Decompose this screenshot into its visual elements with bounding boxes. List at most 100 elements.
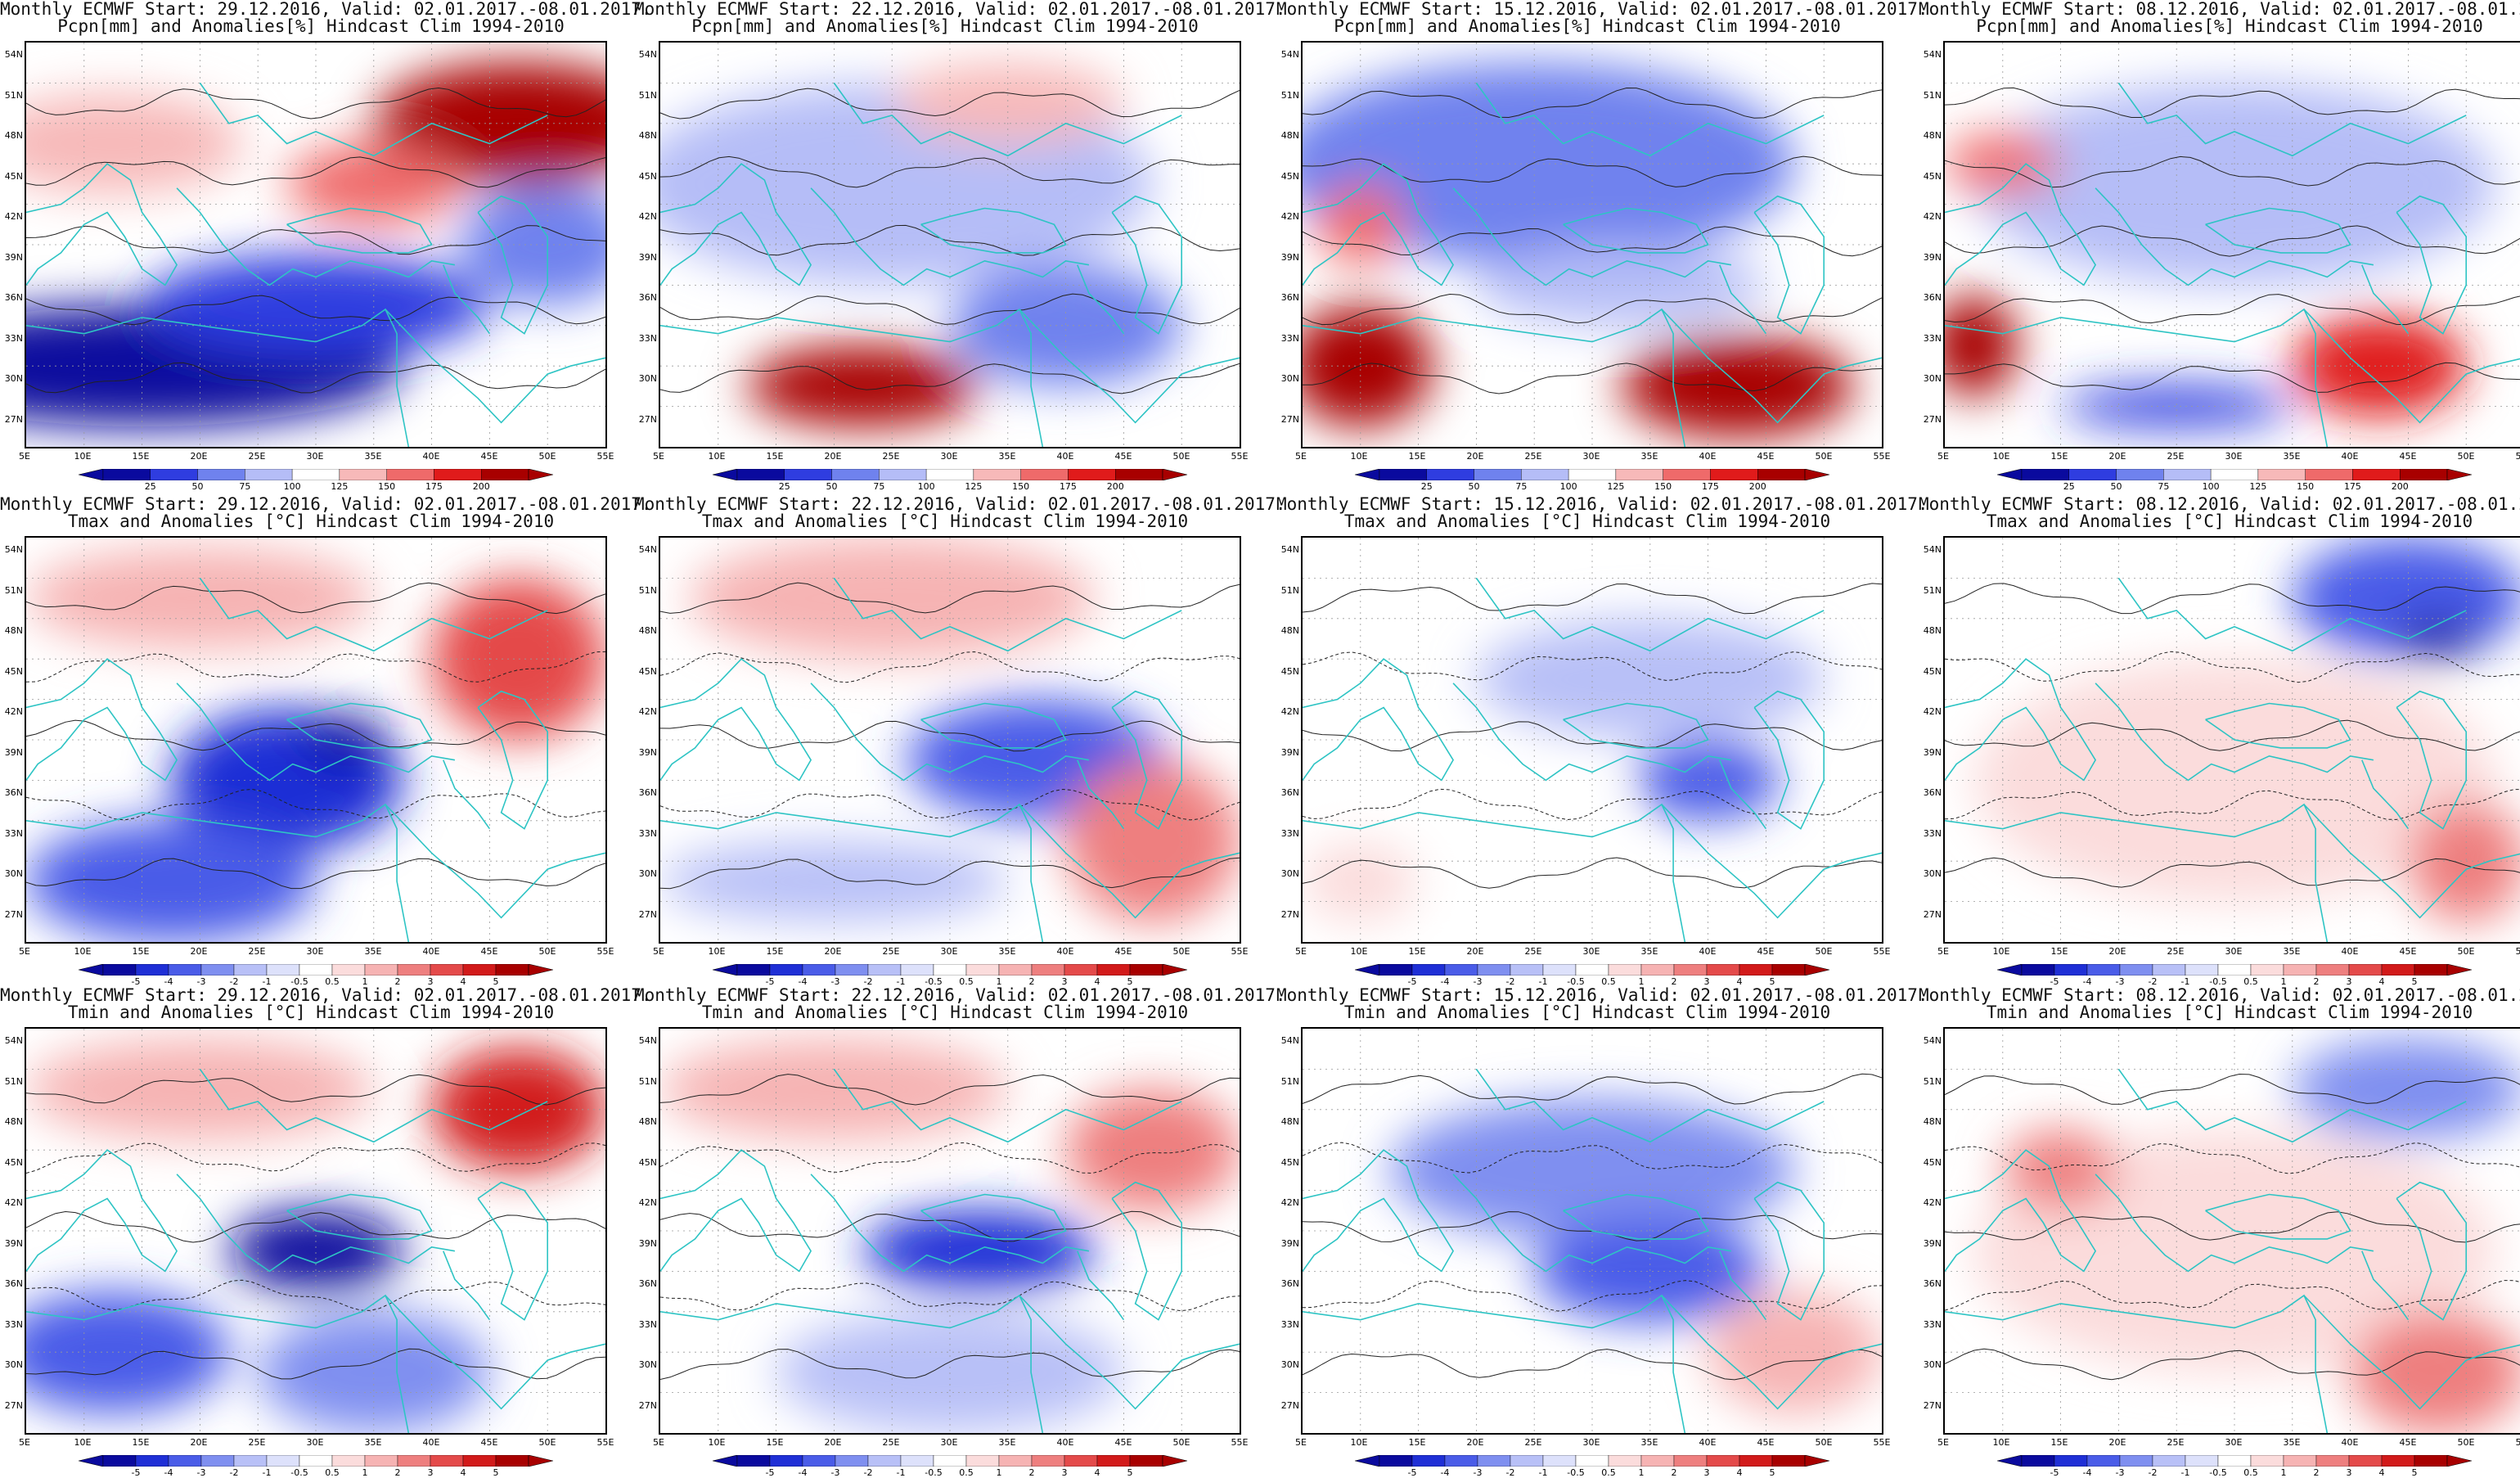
coastline (1563, 702, 1709, 749)
anomaly-region (26, 820, 316, 942)
anomaly-region (1945, 295, 2018, 397)
longitude-label: 10E (74, 1437, 92, 1448)
colorbar-segment (2152, 964, 2186, 976)
colorbar-label: 200 (1748, 481, 1766, 492)
contour-line (1303, 857, 1882, 889)
latitude-label: 45N (1280, 665, 1299, 677)
longitude-label: 5E (1295, 946, 1307, 957)
contour-line (660, 293, 1240, 325)
coastline (385, 804, 605, 919)
latitude-label: 48N (4, 1116, 23, 1127)
latitude-label: 33N (1923, 827, 1942, 839)
coastline (26, 803, 410, 942)
longitude-label: 45E (1114, 1437, 1132, 1448)
anomaly-map (660, 538, 1240, 942)
coastline (833, 577, 1182, 652)
coastline (1077, 1250, 1125, 1321)
latitude-label: 33N (4, 1318, 23, 1330)
latitude-label: 30N (1280, 1359, 1299, 1370)
anomaly-region (1708, 1291, 1882, 1413)
anomaly-region (660, 1039, 1008, 1140)
latitude-label: 45N (638, 170, 657, 182)
coastline (1563, 207, 1709, 254)
latitude-label: 54N (1280, 544, 1299, 555)
colorbar-segment (1608, 964, 1642, 976)
anomaly-map (1945, 43, 2520, 447)
contour-line (1945, 789, 2520, 820)
coastline (176, 1174, 456, 1273)
longitude-label: 35E (364, 451, 382, 462)
colorbar-segment (933, 1455, 967, 1467)
colorbar-arrow-right (1804, 964, 1829, 976)
coastline (443, 264, 491, 335)
longitude-label: 45E (1757, 946, 1775, 957)
colorbar-segment (998, 964, 1033, 976)
colorbar-segment (197, 469, 245, 480)
colorbar-segment (802, 1455, 836, 1467)
colorbar-label: 1 (362, 976, 368, 987)
map-plot-area (659, 41, 1241, 448)
panel-title-line2: Tmin and Anomalies [°C] Hindcast Clim 19… (1343, 1003, 1831, 1022)
longitude-label: 10E (708, 1437, 726, 1448)
anomaly-shading (26, 547, 605, 942)
contour-line (1303, 1349, 1882, 1381)
map-panel: Monthly ECMWF Start: 22.12.2016, Valid: … (634, 986, 1286, 1478)
colorbar-segment (2305, 469, 2353, 480)
contour-line (26, 1142, 605, 1174)
latitude-label: 27N (4, 413, 23, 425)
colorbar-segment (1706, 964, 1740, 976)
colorbar-segment (2119, 964, 2153, 976)
colorbar-label: 2 (1671, 976, 1677, 987)
colorbar-segment (2257, 469, 2306, 480)
latitude-label: 51N (1923, 89, 1942, 101)
colorbar (713, 469, 1187, 480)
longitude-label: 30E (1582, 946, 1600, 957)
coastline (2396, 195, 2468, 335)
colorbar-label: 3 (2346, 976, 2352, 987)
colorbar-arrow-right (528, 964, 553, 976)
coastline (660, 803, 1044, 942)
longitude-label: 30E (2225, 451, 2243, 462)
colorbar-label: 0.5 (325, 976, 340, 987)
colorbar-label: 0.5 (2243, 976, 2258, 987)
colorbar-segment (2283, 1455, 2317, 1467)
map-plot-area (1301, 41, 1883, 448)
anomaly-region (301, 715, 389, 764)
coastline (286, 702, 433, 749)
latitude-label: 33N (4, 332, 23, 344)
latitude-label: 54N (638, 49, 657, 60)
contour-line (1945, 87, 2520, 118)
colorbar-arrow-right (1162, 469, 1187, 480)
coastline (1661, 309, 1882, 424)
longitude-label: 40E (1056, 946, 1074, 957)
longitude-label: 40E (1699, 451, 1717, 462)
latitude-label: 36N (4, 292, 23, 303)
colorbar-arrow-right (528, 1455, 553, 1467)
colorbar-label: 75 (2158, 481, 2170, 492)
colorbar-arrow-left (79, 1455, 104, 1467)
contour-line (1303, 1142, 1882, 1174)
longitude-label: 35E (998, 946, 1016, 957)
latitude-label: 45N (1923, 170, 1942, 182)
longitude-label: 10E (1350, 946, 1368, 957)
contour-line (26, 87, 605, 119)
colorbar-segment (331, 964, 366, 976)
colorbar-segment (1031, 1455, 1065, 1467)
latitude-label: 30N (4, 1359, 23, 1370)
anomaly-map (660, 1029, 1240, 1433)
longitude-label: 20E (190, 946, 208, 957)
longitude-label: 40E (1699, 1437, 1717, 1448)
colorbar (1355, 1455, 1829, 1467)
longitude-label: 55E (596, 451, 614, 462)
latitude-label: 45N (1923, 665, 1942, 677)
colorbar-segment (2217, 1455, 2252, 1467)
longitude-label: 30E (940, 451, 958, 462)
longitude-label: 35E (998, 451, 1016, 462)
anomaly-map (1303, 43, 1882, 447)
map-plot-area (659, 1027, 1241, 1435)
latitude-label: 27N (1280, 413, 1299, 425)
panel-title-line2: Pcpn[mm] and Anomalies[%] Hindcast Clim … (1334, 16, 1841, 36)
colorbar-label: 5 (1769, 976, 1775, 987)
colorbar (79, 1455, 553, 1467)
coastline (199, 82, 548, 157)
